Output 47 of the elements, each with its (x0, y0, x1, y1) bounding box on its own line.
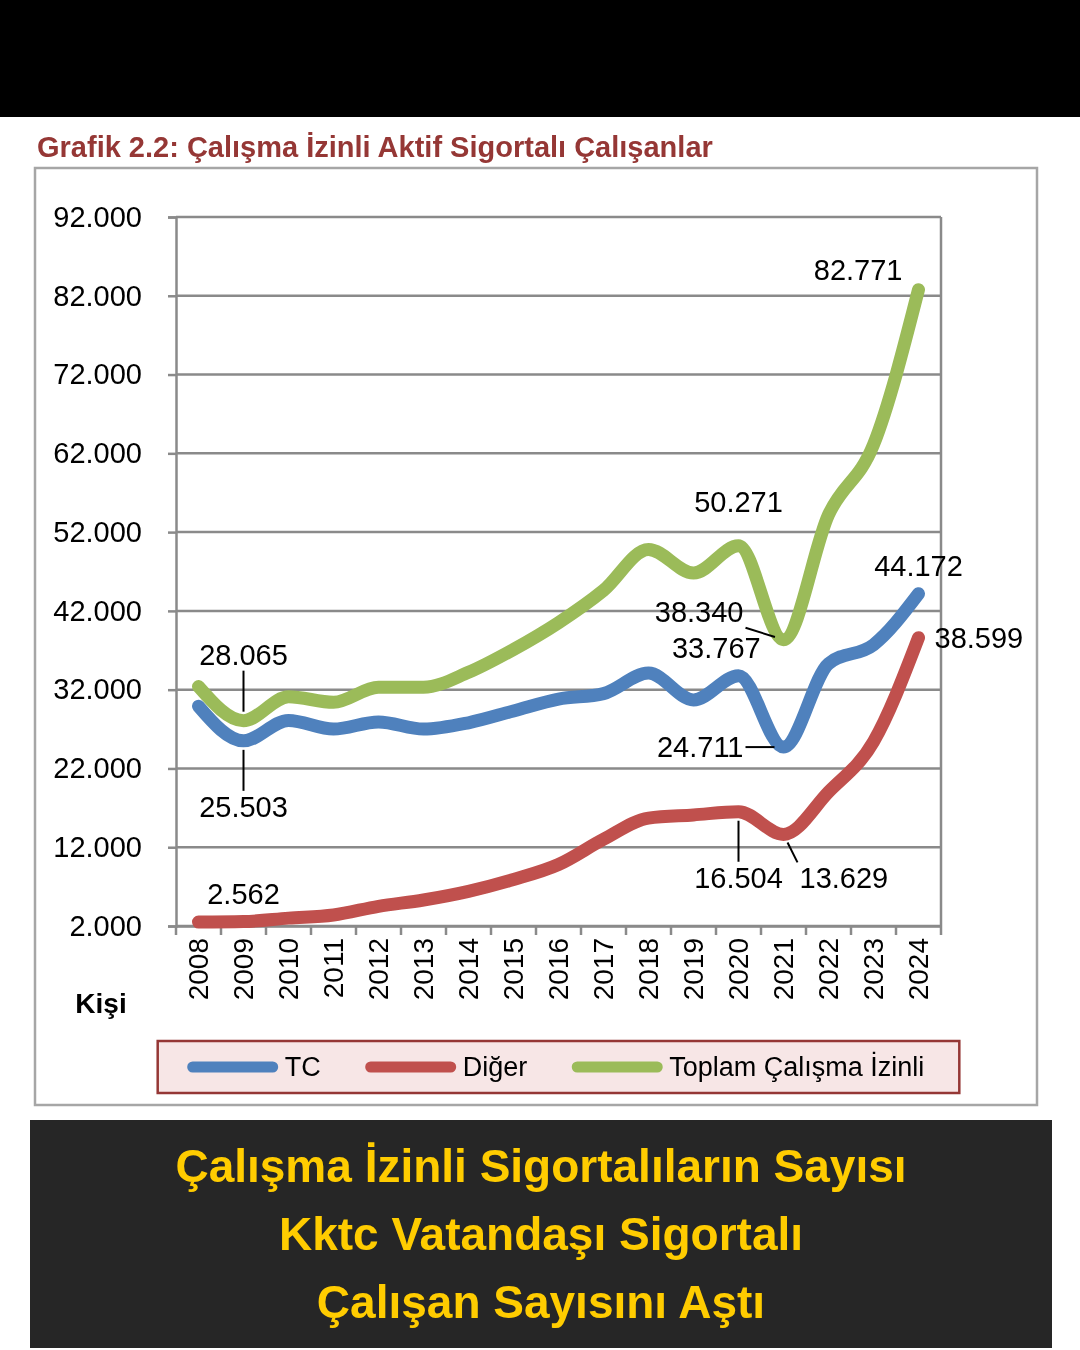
data-label: 82.771 (813, 253, 903, 286)
text: Kktc Vatandaşı Sigortalı (278, 1208, 804, 1261)
legend-label: Diğer (462, 1052, 528, 1083)
data-label: 16.504 (694, 861, 783, 894)
x-tick-label: 2021 (768, 938, 800, 1001)
x-tick-label: 2013 (408, 938, 440, 1001)
data-label: 38.599 (934, 621, 1024, 654)
x-tick-label: 2018 (633, 938, 665, 1001)
data-label: 44.172 (874, 549, 963, 582)
x-tick-label: 2024 (903, 938, 935, 1001)
y-tick-label: 22.000 (53, 752, 142, 785)
data-label: 25.503 (199, 790, 288, 823)
data-label: 28.065 (199, 638, 288, 671)
text: Çalışan Sayısını Aştı (316, 1276, 766, 1329)
y-tick-label: 62.000 (53, 437, 142, 470)
y-tick-label: 92.000 (53, 200, 142, 233)
x-tick-label: 2014 (453, 938, 485, 1001)
x-tick-label: 2017 (588, 938, 620, 1001)
legend-label: Toplam Çalışma İzinli (669, 1051, 925, 1083)
data-label: 38.340 (654, 595, 744, 628)
y-tick-label: 32.000 (53, 673, 142, 706)
legend-label: TC (284, 1052, 321, 1083)
x-tick-label: 2020 (723, 938, 755, 1001)
y-tick-label: 42.000 (53, 594, 142, 627)
x-tick-label: 2009 (228, 938, 260, 1001)
y-tick-label: 12.000 (53, 831, 142, 863)
x-tick-label: 2019 (678, 938, 710, 1001)
x-tick-label: 2015 (498, 938, 530, 1001)
x-tick-label: 2016 (543, 938, 575, 1001)
data-label: 33.767 (671, 631, 761, 664)
text: Çalışma İzinli Sigortalıların Sayısı (175, 1140, 907, 1193)
y-tick-label: 82.000 (53, 279, 142, 312)
data-label: 24.711 (656, 731, 744, 764)
y-tick-label: 52.000 (53, 515, 142, 548)
y-tick-label: 2.000 (69, 909, 142, 942)
x-tick-label: 2008 (183, 938, 215, 1001)
data-label: 13.629 (799, 862, 889, 895)
data-label: 50.271 (694, 485, 783, 518)
x-tick-label: 2012 (363, 938, 395, 1001)
data-label: 2.562 (207, 877, 280, 910)
y-tick-label: 72.000 (53, 358, 142, 391)
x-tick-label: 2022 (813, 938, 845, 1001)
x-tick-label: 2023 (858, 938, 890, 1001)
x-tick-label: 2010 (273, 938, 305, 1001)
x-tick-label: 2011 (318, 938, 350, 999)
y-axis-title: Kişi (75, 988, 127, 1019)
chart-title: Grafik 2.2: Çalışma İzinli Aktif Sigortalı Çalışanlar (37, 131, 713, 163)
